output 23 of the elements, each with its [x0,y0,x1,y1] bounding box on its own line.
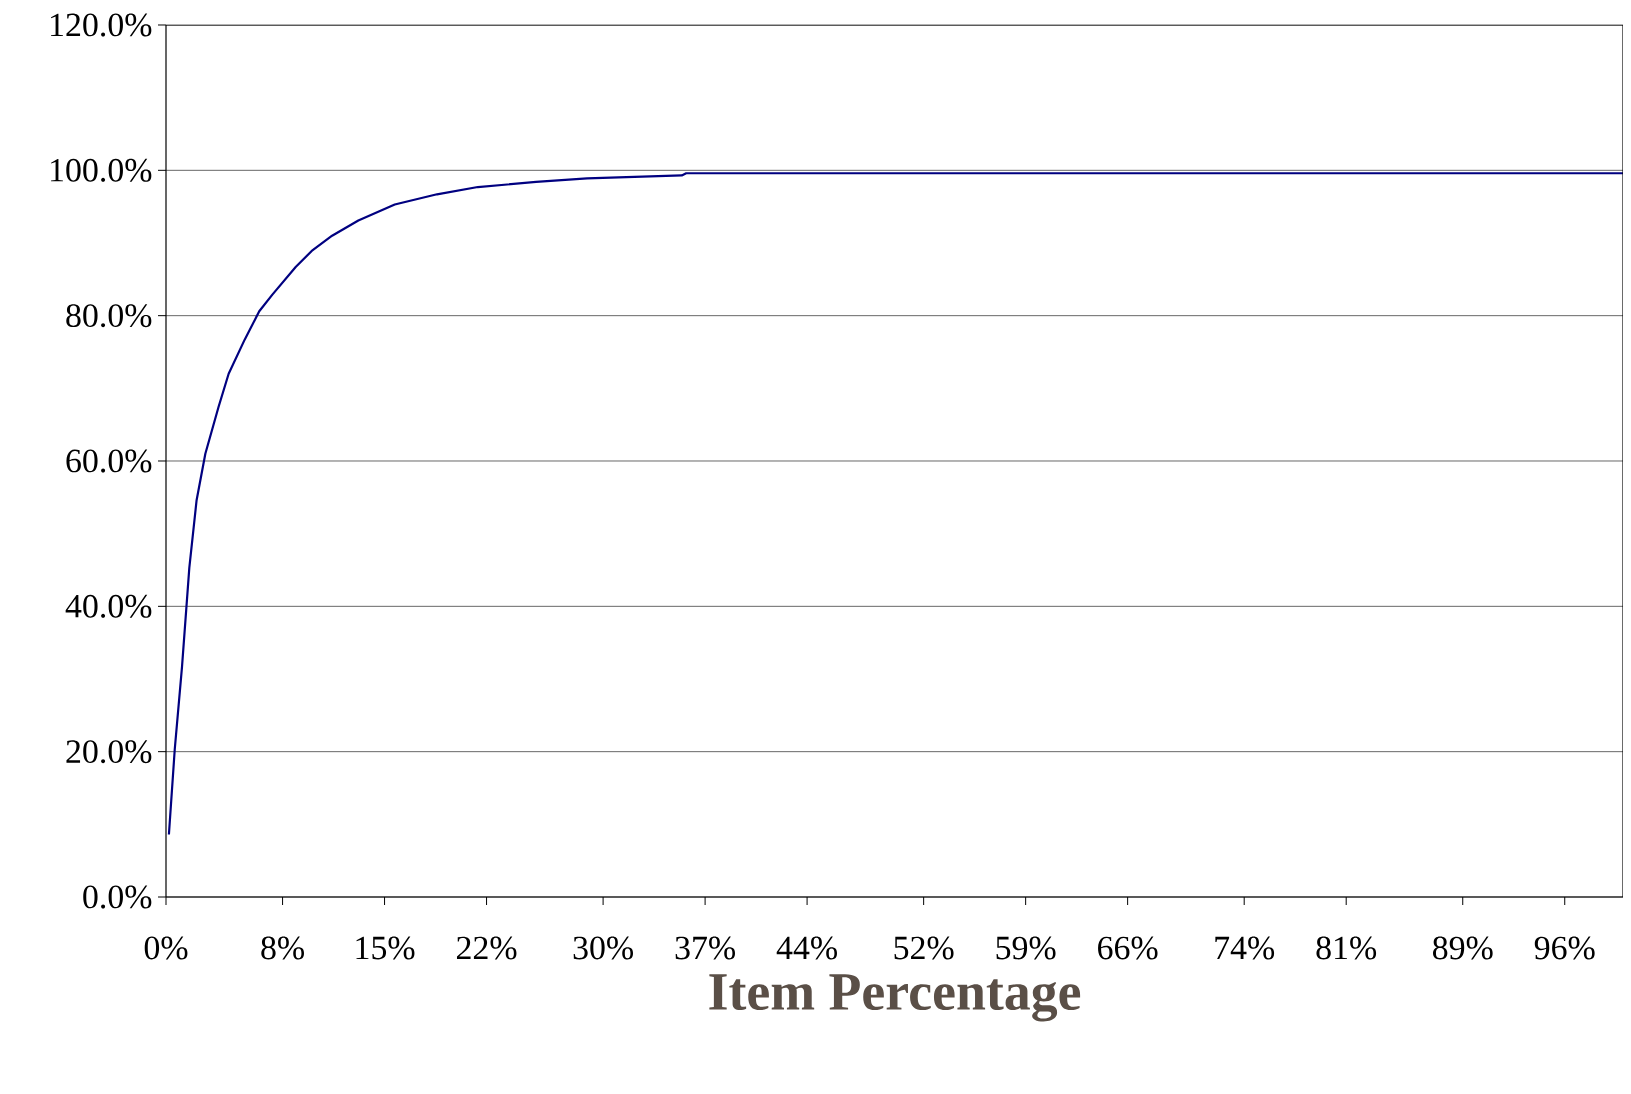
x-axis-title: Item Percentage [709,974,1081,1022]
y-tick-label: 120.0% [51,13,152,37]
x-tick-label: 0% [144,936,188,960]
x-tick-label: 30% [573,936,633,960]
x-tick-label: 44% [776,936,837,960]
x-tick-label: 74% [1215,936,1275,960]
y-tick-label: 60.0% [66,449,152,473]
x-tick-label: 59% [996,936,1056,960]
y-tick-label: 100.0% [51,158,152,182]
x-tick-label: 66% [1098,936,1158,960]
y-tick-label: 20.0% [66,740,152,764]
x-tick-label: 96% [1534,936,1595,960]
x-tick-label: 22% [456,936,517,960]
x-tick-label: 89% [1433,936,1493,960]
x-tick-label: 52% [894,936,954,960]
y-tick-label: 0.0% [83,885,152,909]
y-tick-label: 40.0% [65,594,152,618]
x-tick-label: 8% [261,936,304,960]
x-tick-label: 81% [1316,936,1377,960]
line-series [167,172,1624,836]
y-tick-label: 80.0% [66,304,152,328]
x-tick-label: 15% [356,936,415,960]
x-tick-label: 37% [675,936,735,960]
